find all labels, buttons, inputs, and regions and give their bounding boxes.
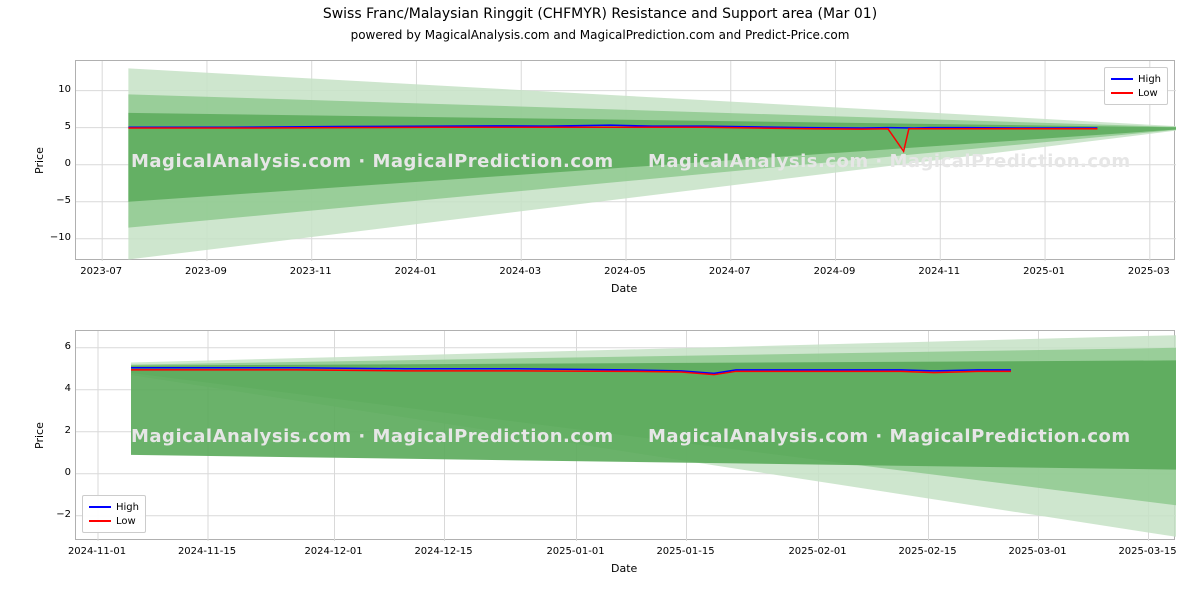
legend-label: Low bbox=[116, 516, 136, 527]
x-tick-label: 2025-03-15 bbox=[1118, 546, 1176, 557]
x-tick-label: 2024-11 bbox=[918, 266, 960, 277]
x-tick-label: 2024-09 bbox=[814, 266, 856, 277]
x-tick-label: 2023-09 bbox=[185, 266, 227, 277]
x-tick-label: 2024-12-01 bbox=[304, 546, 362, 557]
legend: High Low bbox=[82, 495, 146, 533]
y-tick-label: −5 bbox=[56, 195, 71, 206]
x-tick-label: 2023-07 bbox=[80, 266, 122, 277]
legend-item: Low bbox=[1111, 86, 1161, 100]
x-tick-label: 2024-03 bbox=[499, 266, 541, 277]
x-axis-label: Date bbox=[611, 282, 637, 295]
panel-bottom-svg bbox=[76, 331, 1176, 541]
legend-swatch bbox=[1111, 92, 1133, 94]
y-tick-label: −10 bbox=[50, 232, 71, 243]
x-tick-label: 2025-01-01 bbox=[546, 546, 604, 557]
x-tick-label: 2023-11 bbox=[290, 266, 332, 277]
x-tick-label: 2024-11-15 bbox=[178, 546, 236, 557]
x-axis-label: Date bbox=[611, 562, 637, 575]
x-tick-label: 2025-01-15 bbox=[656, 546, 714, 557]
legend-swatch bbox=[89, 520, 111, 522]
y-tick-label: 2 bbox=[65, 425, 71, 436]
x-tick-label: 2024-12-15 bbox=[414, 546, 472, 557]
panel-bottom: MagicalAnalysis.com · MagicalPrediction.… bbox=[75, 330, 1175, 540]
legend-swatch bbox=[89, 506, 111, 508]
x-tick-label: 2024-11-01 bbox=[68, 546, 126, 557]
y-tick-label: 0 bbox=[65, 158, 71, 169]
y-axis-label: Price bbox=[33, 422, 46, 449]
x-tick-label: 2025-02-15 bbox=[898, 546, 956, 557]
legend-label: Low bbox=[1138, 88, 1158, 99]
legend-item: Low bbox=[89, 514, 139, 528]
legend: High Low bbox=[1104, 67, 1168, 105]
chart-title-sub: powered by MagicalAnalysis.com and Magic… bbox=[0, 28, 1200, 42]
support-resistance-cone bbox=[131, 360, 1176, 469]
panel-top: MagicalAnalysis.com · MagicalPrediction.… bbox=[75, 60, 1175, 260]
x-tick-label: 2024-07 bbox=[709, 266, 751, 277]
y-tick-label: 5 bbox=[65, 121, 71, 132]
legend-item: High bbox=[89, 500, 139, 514]
x-tick-label: 2024-01 bbox=[395, 266, 437, 277]
legend-item: High bbox=[1111, 72, 1161, 86]
panel-top-svg bbox=[76, 61, 1176, 261]
x-tick-label: 2025-02-01 bbox=[788, 546, 846, 557]
x-tick-label: 2025-03-01 bbox=[1008, 546, 1066, 557]
legend-label: High bbox=[1138, 74, 1161, 85]
legend-swatch bbox=[1111, 78, 1133, 80]
y-tick-label: −2 bbox=[56, 509, 71, 520]
x-tick-label: 2025-01 bbox=[1023, 266, 1065, 277]
x-tick-label: 2025-03 bbox=[1128, 266, 1170, 277]
y-axis-label: Price bbox=[33, 147, 46, 174]
y-tick-label: 10 bbox=[58, 84, 71, 95]
y-tick-label: 0 bbox=[65, 467, 71, 478]
chart-title-main: Swiss Franc/Malaysian Ringgit (CHFMYR) R… bbox=[0, 6, 1200, 22]
legend-label: High bbox=[116, 502, 139, 513]
x-tick-label: 2024-05 bbox=[604, 266, 646, 277]
y-tick-label: 6 bbox=[65, 341, 71, 352]
figure: Swiss Franc/Malaysian Ringgit (CHFMYR) R… bbox=[0, 0, 1200, 600]
y-tick-label: 4 bbox=[65, 383, 71, 394]
